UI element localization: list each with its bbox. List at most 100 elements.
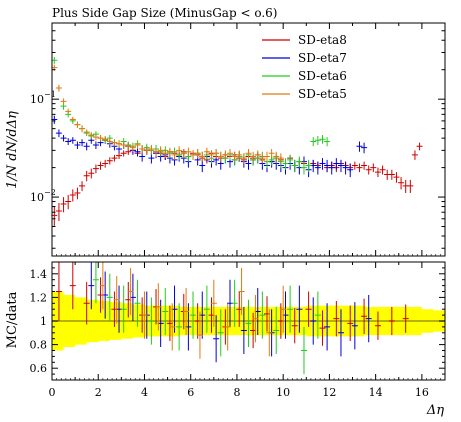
ratio-series-sd-eta5 xyxy=(99,262,287,359)
ratio-point xyxy=(196,311,203,359)
chart-title: Plus Side Gap Size (MinusGap < o.6) xyxy=(52,6,277,20)
data-point xyxy=(337,159,344,173)
data-point xyxy=(407,179,414,194)
data-point xyxy=(300,161,307,175)
data-point xyxy=(180,148,187,159)
ratio-point xyxy=(245,299,252,347)
ratio-point xyxy=(176,303,183,351)
data-point xyxy=(92,164,99,174)
data-point xyxy=(250,151,257,162)
ratio-point xyxy=(388,306,395,336)
data-point xyxy=(139,151,146,162)
data-point xyxy=(291,159,298,173)
data-point xyxy=(388,169,395,180)
ratio-plot-frame xyxy=(51,261,446,381)
y-tick-label: 0.8 xyxy=(30,339,48,352)
y-tick-exponent: −2 xyxy=(44,188,56,197)
y-tick-exponent: −1 xyxy=(44,90,56,99)
ratio-point xyxy=(217,309,224,357)
data-point xyxy=(365,165,372,175)
ratio-point xyxy=(99,262,106,310)
ratio-point xyxy=(351,302,358,350)
data-point xyxy=(74,141,81,149)
data-point xyxy=(203,147,210,157)
data-point xyxy=(97,135,104,142)
ratio-point xyxy=(224,303,231,351)
data-point xyxy=(79,181,86,192)
data-point xyxy=(83,170,90,182)
data-point xyxy=(245,148,252,159)
data-point xyxy=(314,136,321,146)
data-point xyxy=(79,125,86,133)
ratio-point xyxy=(213,315,220,363)
data-point xyxy=(171,150,178,160)
data-point xyxy=(287,154,294,166)
data-point xyxy=(333,158,340,170)
ratio-point xyxy=(402,304,409,333)
x-tick-label: 2 xyxy=(95,386,102,399)
x-tick-label: 10 xyxy=(276,386,290,399)
ratio-point xyxy=(210,279,217,327)
ratio-point xyxy=(120,285,127,333)
legend-label: SD-eta7 xyxy=(298,51,347,65)
main-y-axis-label: 1/N dN/dΔη xyxy=(5,111,20,189)
ratio-point xyxy=(190,291,197,339)
data-point xyxy=(74,187,81,200)
main-panel: 10−110−2 1/N dN/dΔη SD-eta8 SD-eta7 SD-eta… xyxy=(5,22,446,257)
data-point xyxy=(120,141,127,149)
ratio-point xyxy=(148,297,155,345)
data-point xyxy=(143,146,150,155)
data-point xyxy=(194,148,201,159)
x-tick-label: 6 xyxy=(187,386,194,399)
ratio-point xyxy=(92,262,99,304)
ratio-point xyxy=(337,309,344,357)
data-point xyxy=(97,161,104,170)
ratio-point xyxy=(127,267,134,316)
ratio-y-axis-label: MC/data xyxy=(5,291,20,348)
data-point xyxy=(351,161,358,170)
ratio-point xyxy=(361,298,368,334)
ratio-point xyxy=(259,291,266,339)
ratio-point xyxy=(252,295,259,343)
data-point xyxy=(379,165,386,175)
data-point xyxy=(347,163,354,178)
ratio-point xyxy=(169,303,176,351)
data-point xyxy=(65,138,72,146)
legend-label: SD-eta6 xyxy=(298,69,347,83)
ratio-point xyxy=(305,291,312,327)
data-point xyxy=(310,137,317,147)
data-point xyxy=(88,132,95,139)
data-point xyxy=(162,148,169,159)
series-sd-eta6 xyxy=(51,56,331,175)
y-tick-label: 1.4 xyxy=(30,268,48,281)
ratio-series-layer xyxy=(55,262,409,375)
x-tick-label: 16 xyxy=(415,386,429,399)
data-point xyxy=(134,141,141,149)
data-point xyxy=(116,140,123,148)
ratio-point xyxy=(266,309,273,357)
data-point xyxy=(231,151,238,162)
ratio-point xyxy=(83,282,90,325)
data-point xyxy=(227,148,234,159)
ratio-point xyxy=(113,276,120,324)
data-point xyxy=(102,159,109,168)
data-point xyxy=(176,146,183,155)
data-point xyxy=(111,154,118,162)
ratio-point xyxy=(333,300,340,337)
main-axes: 10−110−2 xyxy=(30,23,446,256)
legend-label: SD-eta5 xyxy=(298,87,347,101)
ratio-point xyxy=(141,291,148,339)
x-tick-label: 14 xyxy=(369,386,383,399)
ratio-point xyxy=(280,285,287,333)
legend-entry-sd-eta8: SD-eta8 xyxy=(262,33,347,47)
data-point xyxy=(139,145,146,154)
data-point xyxy=(416,142,423,151)
data-point xyxy=(222,150,229,160)
data-point xyxy=(305,159,312,173)
data-point xyxy=(324,137,331,147)
data-point xyxy=(69,116,76,123)
data-point xyxy=(129,143,136,152)
y-tick-label: 1 xyxy=(40,315,47,328)
data-point xyxy=(125,142,132,151)
ratio-point xyxy=(310,297,317,345)
